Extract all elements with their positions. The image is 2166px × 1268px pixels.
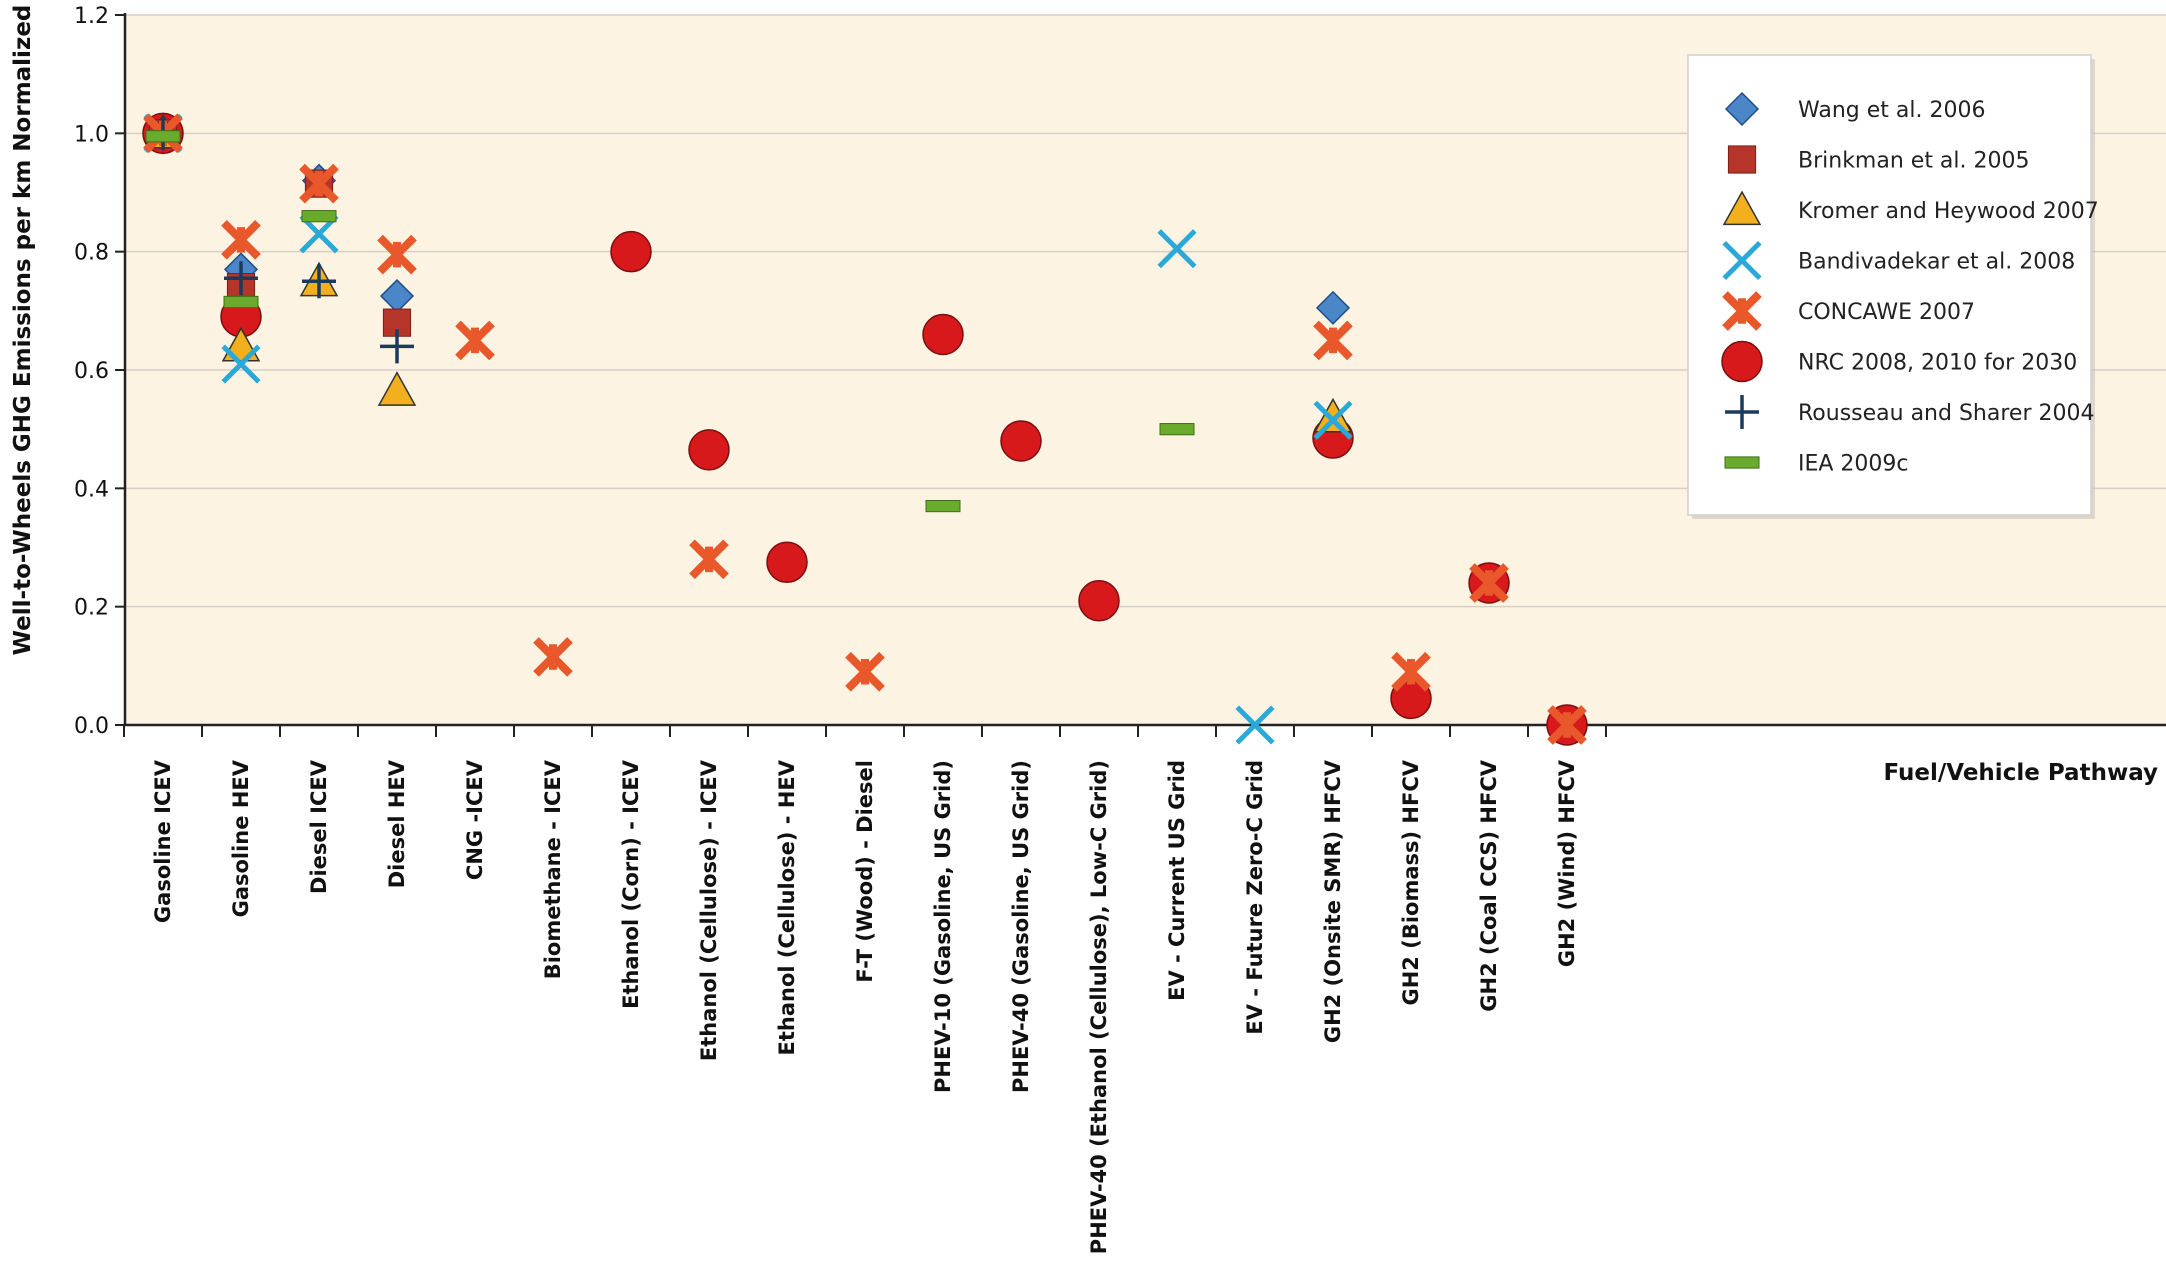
- x-tick-label: PHEV-40 (Ethanol (Cellulose), Low-C Grid…: [1087, 760, 1111, 1254]
- data-point: [533, 637, 573, 677]
- x-tick-label: Ethanol (Cellulose) - ICEV: [697, 759, 721, 1061]
- legend-item: Kromer and Heywood 2007: [1722, 190, 2099, 226]
- data-point: [145, 130, 181, 143]
- x-tick-label: Diesel ICEV: [307, 759, 331, 894]
- data-point: [221, 220, 261, 260]
- data-point: [380, 329, 414, 364]
- x-tick-label: Ethanol (Corn) - ICEV: [619, 759, 643, 1009]
- legend-marker: [1722, 190, 1762, 226]
- legend-label: Bandivadekar et al. 2008: [1798, 250, 2075, 275]
- y-tick-label: 0.4: [74, 477, 109, 502]
- data-point: [1159, 423, 1195, 436]
- data-point: [223, 295, 259, 309]
- data-point: [1391, 651, 1431, 692]
- data-point: [1235, 705, 1275, 745]
- x-tick-label: PHEV-40 (Gasoline, US Grid): [1009, 760, 1033, 1093]
- x-tick-label: Biomethane - ICEV: [541, 759, 565, 979]
- y-tick-label: 0.2: [74, 596, 109, 621]
- y-tick-label: 0.8: [74, 241, 109, 266]
- axes: [115, 13, 2166, 737]
- data-point: [377, 234, 417, 275]
- x-tick-label: CNG -ICEV: [463, 759, 487, 880]
- legend-marker: [1722, 240, 1762, 281]
- legend-label: NRC 2008, 2010 for 2030: [1798, 351, 2077, 376]
- legend-label: IEA 2009c: [1798, 452, 1909, 477]
- y-axis-title: Well-to-Wheels GHG Emissions per km Norm…: [10, 5, 36, 656]
- x-tick-label: Gasoline ICEV: [151, 759, 175, 923]
- legend-marker: [1727, 145, 1757, 174]
- legend-label: Brinkman et al. 2005: [1798, 149, 2030, 174]
- data-point: [377, 371, 417, 406]
- data-point: [1313, 397, 1353, 433]
- x-tick-label: F-T (Wood) - Diesel: [853, 760, 877, 983]
- data-point: [766, 541, 808, 584]
- x-tick-labels: Gasoline ICEV Gasoline HEV Diesel ICEV Dies…: [151, 759, 1579, 1254]
- legend-box: [1687, 54, 2092, 516]
- data-point: [1313, 320, 1353, 361]
- x-tick-label: GH2 (Biomass) HFCV: [1399, 759, 1423, 1005]
- legend-marker: [1721, 340, 1763, 383]
- data-point: [922, 313, 964, 356]
- data-point: [301, 210, 337, 223]
- data-point: [845, 651, 885, 692]
- data-point: [221, 344, 261, 384]
- legend-marker: [1724, 456, 1760, 469]
- y-tick-labels: 0.0 0.2 0.4 0.6 0.8 1.0 1.2: [74, 4, 109, 739]
- data-point: [302, 264, 336, 299]
- y-tick-label: 0.0: [74, 714, 109, 739]
- legend: Wang et al. 2006 Brinkman et al. 2005 Krom…: [1687, 54, 2099, 519]
- data-point: [455, 320, 495, 361]
- data-point: [1157, 229, 1197, 269]
- data-point: [1078, 580, 1120, 622]
- legend-marker: [1724, 91, 1760, 127]
- grid-lines: [125, 14, 2166, 608]
- x-tick-label: GH2 (Coal CCS) HFCV: [1477, 759, 1501, 1011]
- x-tick-label: Diesel HEV: [385, 759, 409, 888]
- legend-label: Kromer and Heywood 2007: [1798, 199, 2099, 224]
- x-tick-label: GH2 (Onsite SMR) HFCV: [1321, 759, 1345, 1043]
- x-tick-label: EV - Current US Grid: [1165, 760, 1189, 1001]
- data-point: [1315, 290, 1351, 325]
- data-point: [1000, 420, 1042, 462]
- legend-item: NRC 2008, 2010 for 2030: [1721, 340, 2077, 383]
- data-point: [610, 230, 652, 273]
- legend-label: CONCAWE 2007: [1798, 300, 1975, 325]
- legend-item: Brinkman et al. 2005: [1727, 145, 2030, 174]
- legend-item: Rousseau and Sharer 2004: [1725, 395, 2094, 429]
- y-tick-label: 1.0: [74, 122, 109, 147]
- data-point: [689, 539, 729, 580]
- x-axis-title: Fuel/Vehicle Pathway: [1883, 760, 2158, 786]
- y-tick-label: 1.2: [74, 4, 109, 29]
- legend-item: Wang et al. 2006: [1724, 91, 1985, 127]
- data-point: [224, 261, 258, 296]
- series-iea-2009c: [145, 130, 1195, 513]
- data-point: [299, 214, 339, 254]
- data-point: [299, 163, 339, 204]
- legend-marker: [1725, 395, 1759, 429]
- x-tick-label: Ethanol (Cellulose) - HEV: [775, 759, 799, 1055]
- x-tick-label: Gasoline HEV: [229, 759, 253, 917]
- x-tick-label: EV - Future Zero-C Grid: [1243, 760, 1267, 1035]
- x-tick-label: PHEV-10 (Gasoline, US Grid): [931, 760, 955, 1093]
- data-point: [925, 499, 961, 513]
- data-point: [688, 429, 730, 471]
- legend-marker: [1722, 291, 1762, 331]
- legend-item: IEA 2009c: [1724, 452, 1909, 477]
- legend-label: Wang et al. 2006: [1798, 98, 1985, 123]
- y-tick-label: 0.6: [74, 359, 109, 384]
- data-point: [1469, 563, 1509, 603]
- legend-item: Bandivadekar et al. 2008: [1722, 240, 2075, 281]
- x-tick-label: GH2 (Wind) HFCV: [1555, 759, 1579, 967]
- legend-label: Rousseau and Sharer 2004: [1798, 401, 2094, 426]
- data-point: [1313, 400, 1353, 440]
- data-point: [1547, 705, 1587, 745]
- data-points: [142, 112, 1588, 746]
- legend-item: CONCAWE 2007: [1722, 291, 1975, 331]
- series-concawe-2007: [143, 113, 1587, 745]
